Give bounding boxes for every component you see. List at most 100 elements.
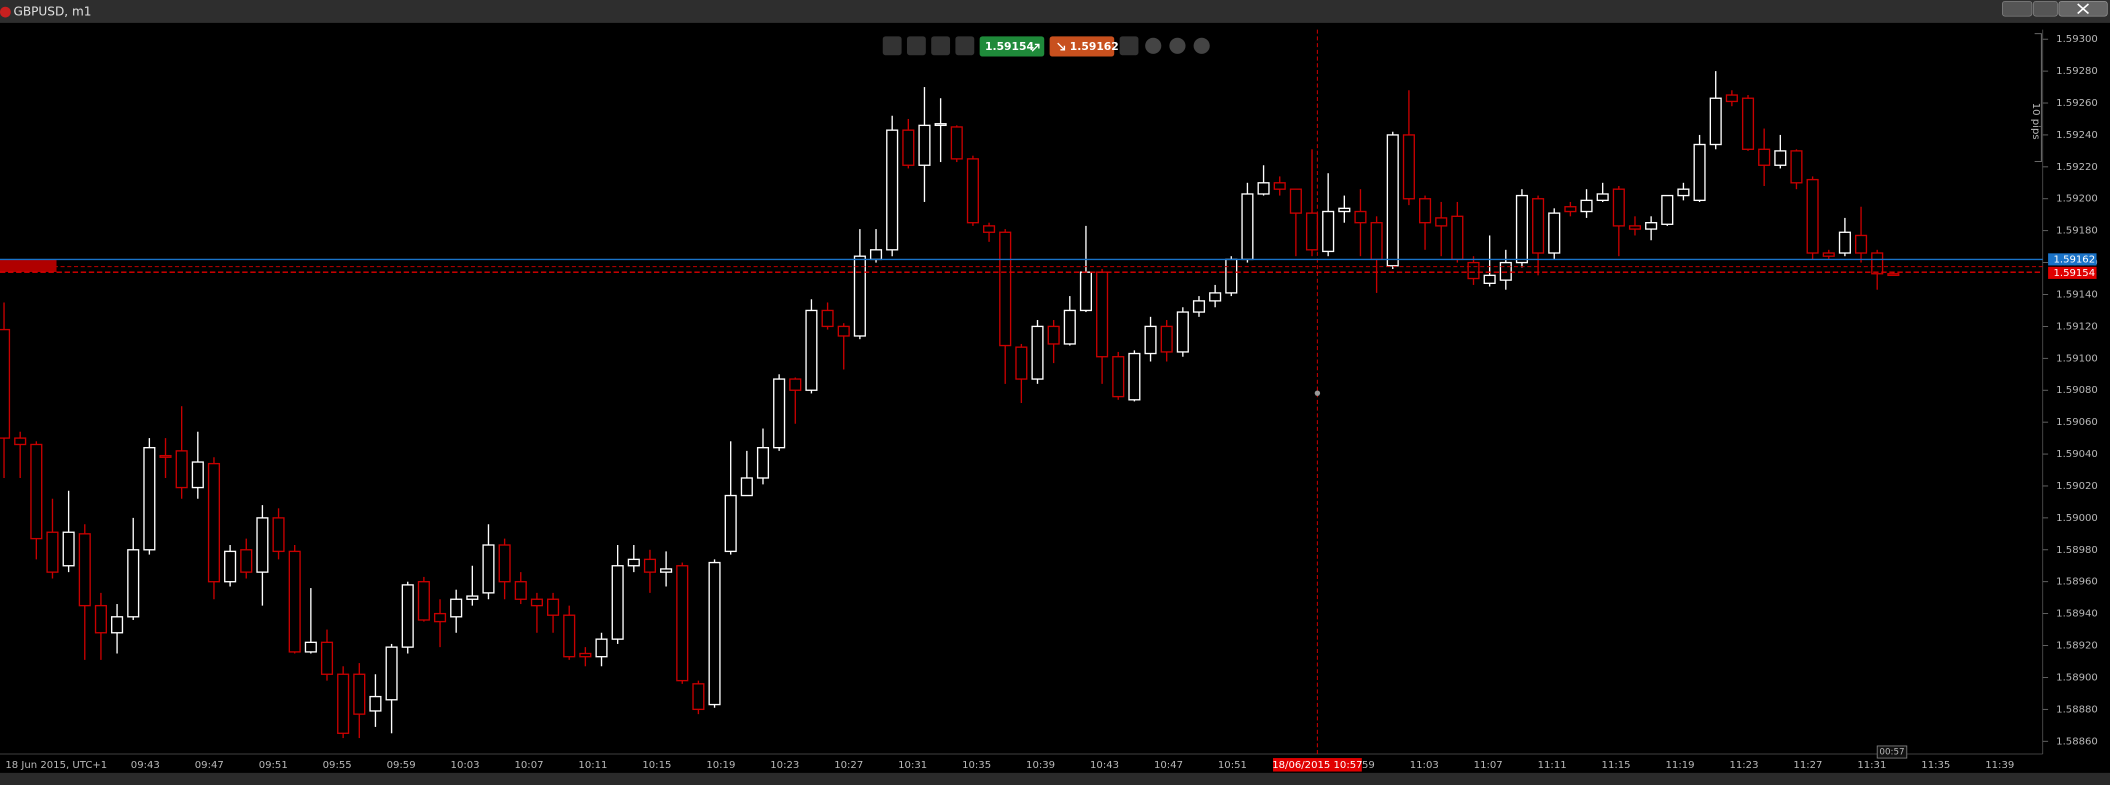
chart-type-button[interactable] bbox=[906, 36, 926, 56]
y-tick-label: 1.59180 bbox=[2056, 226, 2098, 237]
scrollbar[interactable] bbox=[0, 772, 2110, 785]
zoom-button[interactable] bbox=[882, 36, 902, 56]
y-tick-label: 1.59200 bbox=[2056, 194, 2098, 205]
candle-body bbox=[918, 124, 931, 166]
price-tag-label: 1.59162 bbox=[2053, 254, 2095, 265]
x-tick-label: 10:35 bbox=[962, 760, 991, 771]
y-tick-label: 1.59080 bbox=[2056, 385, 2098, 396]
candle-body bbox=[191, 461, 204, 489]
candle-body bbox=[1322, 210, 1335, 253]
candle-body bbox=[1887, 273, 1900, 277]
pips-ruler bbox=[2034, 33, 2042, 163]
candles-button[interactable] bbox=[931, 36, 951, 56]
candle-body bbox=[1451, 215, 1464, 261]
candle-body bbox=[595, 638, 608, 658]
candle-body bbox=[127, 549, 140, 618]
y-tick-label: 1.59120 bbox=[2056, 321, 2098, 332]
y-tick-label: 1.58920 bbox=[2056, 641, 2098, 652]
candle-body bbox=[30, 443, 43, 540]
sell-button[interactable] bbox=[979, 36, 1045, 57]
period-button[interactable] bbox=[955, 36, 975, 56]
app-icon bbox=[0, 6, 11, 18]
candle-body bbox=[514, 581, 527, 600]
y-tick-label: 1.58880 bbox=[2056, 704, 2098, 715]
candle-body bbox=[563, 614, 576, 658]
info-button[interactable] bbox=[1145, 37, 1162, 54]
candle-body bbox=[821, 309, 834, 328]
sell-arrow bbox=[1031, 43, 1040, 52]
x-tick-label: 10:03 bbox=[451, 760, 480, 771]
candle-body bbox=[643, 558, 657, 573]
candle-body bbox=[1144, 325, 1157, 355]
candle-body bbox=[530, 598, 543, 607]
x-tick-label: 10:15 bbox=[642, 760, 671, 771]
candle-body bbox=[1499, 261, 1512, 281]
candle-body bbox=[837, 325, 850, 337]
buy-button[interactable] bbox=[1049, 36, 1115, 57]
candle-body bbox=[999, 231, 1012, 347]
x-tick-label: 10:47 bbox=[1154, 760, 1183, 771]
candle-body bbox=[1435, 217, 1448, 227]
crosshair-dot bbox=[1314, 390, 1321, 396]
y-tick-label: 1.59220 bbox=[2056, 162, 2098, 173]
y-tick-label: 1.59260 bbox=[2056, 98, 2098, 109]
candle-body bbox=[983, 225, 996, 233]
candle-body bbox=[482, 544, 495, 594]
title-bar bbox=[0, 0, 2110, 23]
candle-body bbox=[0, 328, 11, 439]
candle-body bbox=[1758, 148, 1771, 166]
x-tick-label: 11:27 bbox=[1793, 760, 1822, 771]
x-tick-label: 10:27 bbox=[834, 760, 863, 771]
candle-body bbox=[1047, 325, 1060, 345]
candle-body bbox=[1806, 178, 1819, 254]
y-tick-label: 1.59140 bbox=[2056, 289, 2098, 300]
x-tick-label: 10:31 bbox=[898, 760, 927, 771]
candle-body bbox=[1031, 325, 1044, 380]
candle-body bbox=[46, 531, 59, 573]
x-tick-label: 11:31 bbox=[1857, 760, 1886, 771]
position-tag bbox=[0, 259, 57, 272]
x-tick-label: 11:35 bbox=[1921, 760, 1950, 771]
candle-body bbox=[1709, 97, 1722, 146]
candle-body bbox=[1838, 231, 1851, 254]
candle-body bbox=[740, 477, 753, 497]
candle-body bbox=[1645, 222, 1658, 230]
candle-body bbox=[1564, 206, 1577, 213]
y-tick-label: 1.58860 bbox=[2056, 736, 2098, 747]
y-tick-label: 1.59020 bbox=[2056, 481, 2098, 492]
candle-body bbox=[1338, 207, 1351, 213]
candle-body bbox=[1532, 198, 1545, 254]
crosshair-time-label: 18/06/2015 10:57 bbox=[1272, 760, 1362, 771]
candle-body bbox=[1386, 134, 1399, 267]
plot-area bbox=[0, 71, 1900, 739]
candle-body bbox=[934, 123, 947, 127]
candle-body bbox=[1370, 222, 1383, 261]
candle-body bbox=[369, 695, 382, 712]
share-button[interactable] bbox=[1193, 37, 1210, 54]
x-tick-label: 11:15 bbox=[1602, 760, 1631, 771]
candle-body bbox=[1725, 94, 1738, 103]
sentiment-button[interactable] bbox=[1169, 37, 1186, 54]
buy-arrow bbox=[1057, 42, 1066, 51]
y-tick-label: 1.58900 bbox=[2056, 672, 2098, 683]
candle-body bbox=[207, 462, 221, 583]
candle-body bbox=[1419, 198, 1432, 224]
candle-body bbox=[466, 595, 479, 600]
candle-body bbox=[1790, 150, 1803, 184]
x-tick-label: 09:55 bbox=[323, 760, 352, 771]
maximize-button[interactable] bbox=[2032, 1, 2058, 17]
candle-body bbox=[579, 652, 592, 658]
x-tick-label: 11:03 bbox=[1410, 760, 1439, 771]
x-tick-label: 10:51 bbox=[1218, 760, 1247, 771]
candle-body bbox=[320, 641, 334, 675]
candle-body bbox=[111, 616, 124, 634]
candle-body bbox=[1548, 212, 1561, 254]
list-button[interactable] bbox=[1119, 36, 1139, 56]
buy-price: 1.59162 bbox=[1070, 40, 1119, 53]
candle-body bbox=[14, 437, 27, 446]
minimize-button[interactable] bbox=[2002, 1, 2033, 17]
candle-body bbox=[433, 612, 447, 623]
candle-body bbox=[1015, 346, 1028, 380]
x-tick-label: 09:47 bbox=[195, 760, 224, 771]
